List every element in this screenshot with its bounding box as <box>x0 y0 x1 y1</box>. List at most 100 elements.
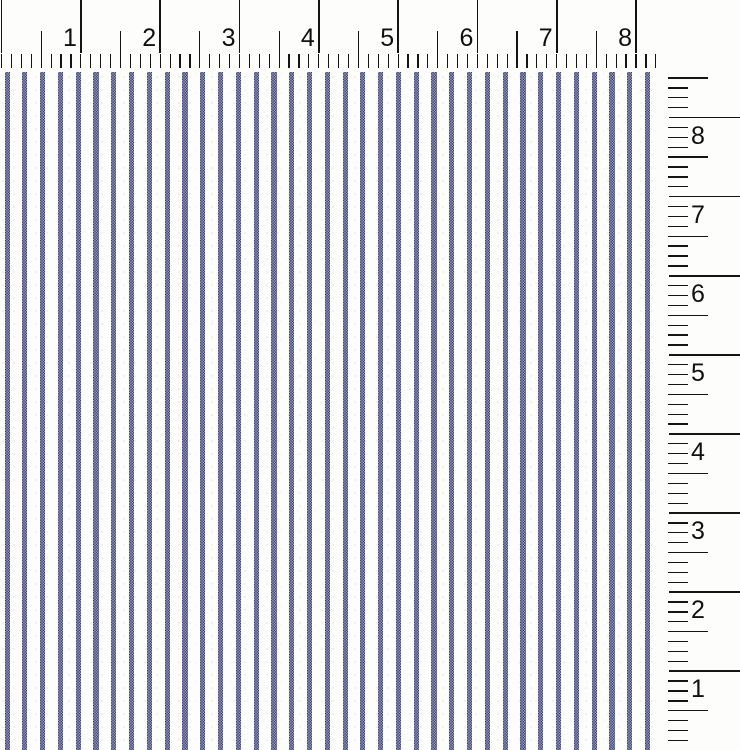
eighth-inch-tick <box>668 334 688 336</box>
ticking-stripe <box>235 72 241 750</box>
eighth-inch-tick <box>668 245 688 247</box>
fabric-swatch <box>0 72 660 750</box>
eighth-inch-tick <box>40 53 42 68</box>
ticking-stripe <box>271 72 277 750</box>
inch-tick <box>669 591 740 593</box>
ticking-stripe <box>75 72 81 750</box>
eighth-inch-tick <box>90 53 92 68</box>
ticking-stripe <box>253 72 259 750</box>
eighth-inch-tick <box>668 383 688 386</box>
ticking-stripe <box>449 72 455 750</box>
eighth-inch-tick <box>668 364 688 366</box>
eighth-inch-tick <box>668 265 688 267</box>
inch-label: 1 <box>62 24 77 52</box>
ticking-stripe <box>573 72 579 750</box>
eighth-inch-tick <box>308 53 310 68</box>
eighth-inch-tick <box>139 53 141 68</box>
ticking-stripe <box>644 72 651 750</box>
eighth-inch-tick <box>668 690 688 692</box>
half-inch-tick <box>668 472 708 475</box>
eighth-inch-tick <box>668 720 688 722</box>
half-inch-tick <box>668 314 708 316</box>
eighth-inch-tick <box>100 53 102 68</box>
ticking-stripe <box>413 72 419 750</box>
eighth-inch-tick <box>110 53 112 68</box>
eighth-inch-tick <box>1 53 3 68</box>
inch-tick <box>397 0 399 53</box>
eighth-inch-tick <box>575 53 578 68</box>
eighth-inch-tick <box>10 53 13 68</box>
eighth-inch-tick <box>668 502 688 504</box>
inch-tick <box>0 0 3 53</box>
half-inch-tick <box>668 77 708 79</box>
inch-tick <box>635 0 637 53</box>
inch-label: 4 <box>300 24 315 52</box>
ticking-stripe <box>40 72 46 750</box>
eighth-inch-tick <box>238 53 241 68</box>
eighth-inch-tick <box>476 53 478 68</box>
eighth-inch-tick <box>288 53 290 68</box>
eighth-inch-tick <box>668 423 688 425</box>
inch-tick <box>476 0 479 53</box>
eighth-inch-tick <box>466 53 469 68</box>
eighth-inch-tick <box>566 53 568 68</box>
half-inch-tick <box>278 31 280 54</box>
ticking-stripe <box>129 72 135 750</box>
eighth-inch-tick <box>318 53 320 68</box>
half-inch-tick <box>516 31 518 54</box>
eighth-inch-tick <box>119 53 122 68</box>
half-inch-tick <box>199 31 201 54</box>
half-inch-tick <box>668 710 708 712</box>
eighth-inch-tick <box>70 53 72 68</box>
eighth-inch-tick <box>668 561 688 564</box>
inch-label: 6 <box>691 279 705 308</box>
eighth-inch-tick <box>668 304 688 307</box>
inch-tick <box>669 433 740 435</box>
eighth-inch-tick <box>605 53 607 68</box>
top-ruler: 1 2 3 4 5 6 7 8 <box>0 0 660 71</box>
eighth-inch-tick <box>556 53 558 68</box>
eighth-inch-tick <box>668 700 688 702</box>
inch-tick <box>669 512 740 514</box>
eighth-inch-tick <box>20 53 22 68</box>
inch-label: 6 <box>459 24 474 52</box>
inch-label: 8 <box>691 121 705 150</box>
eighth-inch-tick <box>635 53 637 68</box>
eighth-inch-tick <box>258 53 260 68</box>
eighth-inch-tick <box>668 492 688 494</box>
ticking-stripe <box>93 72 99 750</box>
eighth-inch-tick <box>668 344 688 346</box>
inch-label: 2 <box>691 596 705 625</box>
eighth-inch-tick <box>60 53 62 68</box>
eighth-inch-tick <box>668 660 688 662</box>
eighth-inch-tick <box>668 640 688 643</box>
eighth-inch-tick <box>417 53 419 68</box>
eighth-inch-tick <box>668 255 688 257</box>
eighth-inch-tick <box>625 53 627 68</box>
eighth-inch-tick <box>30 53 32 68</box>
eighth-inch-tick <box>668 225 688 227</box>
eighth-inch-tick <box>546 53 548 68</box>
eighth-inch-tick <box>526 53 528 68</box>
ticking-stripe <box>217 72 224 750</box>
ticking-stripe <box>555 72 562 750</box>
half-inch-tick <box>668 631 708 633</box>
eighth-inch-tick <box>506 53 508 68</box>
inch-tick <box>669 274 740 277</box>
eighth-inch-tick <box>668 215 688 218</box>
eighth-inch-tick <box>199 53 201 68</box>
half-inch-tick <box>668 393 708 396</box>
eighth-inch-tick <box>516 53 518 68</box>
inch-tick <box>317 0 320 53</box>
eighth-inch-tick <box>668 294 688 297</box>
eighth-inch-tick <box>189 53 191 68</box>
ticking-stripe <box>200 72 206 750</box>
eighth-inch-tick <box>357 53 360 68</box>
half-inch-tick <box>40 31 42 54</box>
eighth-inch-tick <box>129 53 132 68</box>
eighth-inch-tick <box>397 53 399 68</box>
inch-tick <box>669 195 740 198</box>
eighth-inch-tick <box>668 87 688 89</box>
ticking-stripe <box>57 72 64 750</box>
ticking-stripe <box>431 72 437 750</box>
